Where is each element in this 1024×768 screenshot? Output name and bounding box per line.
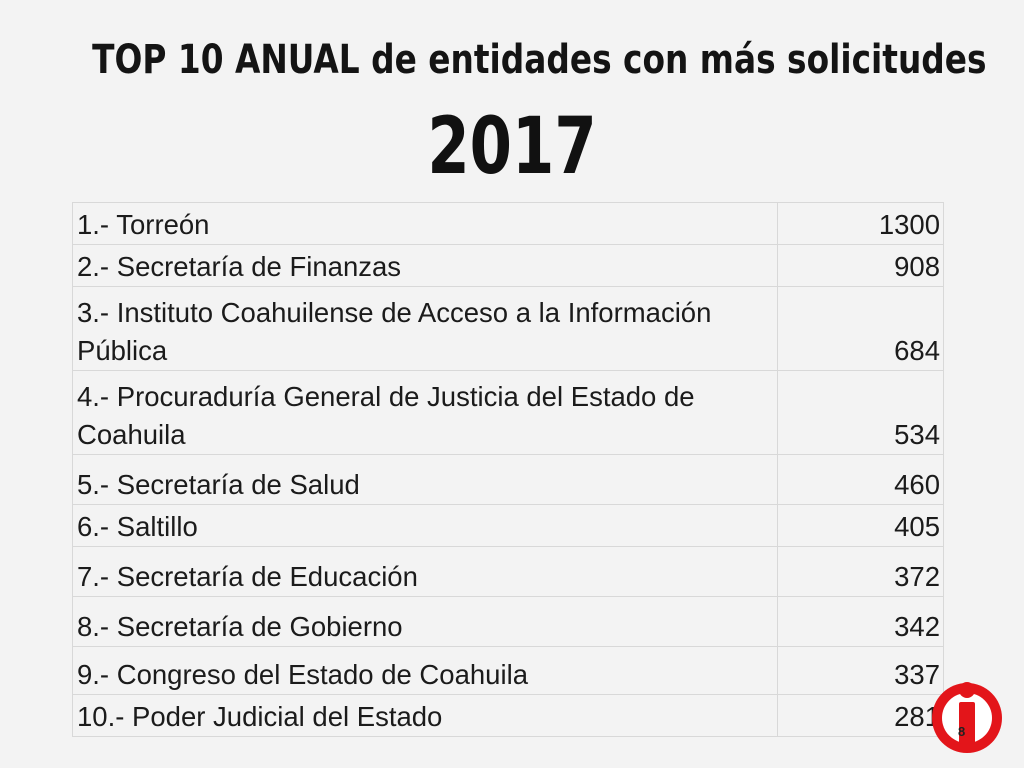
table-row: 1.- Torreón 1300 [72, 202, 944, 245]
slide-title: TOP 10 ANUAL de entidades con más solici… [92, 37, 987, 83]
table-row: 10.- Poder Judicial del Estado 281 [72, 694, 944, 737]
request-count: 534 [777, 370, 944, 455]
table-row: 9.- Congreso del Estado de Coahuila 337 [72, 646, 944, 695]
table-row: 2.- Secretaría de Finanzas 908 [72, 244, 944, 287]
info-i-logo-icon [932, 682, 1002, 753]
page-number: 8 [958, 724, 966, 739]
request-count: 460 [777, 454, 944, 505]
entity-name: 10.- Poder Judicial del Estado [72, 694, 778, 737]
request-count: 281 [777, 694, 944, 737]
entity-name: 2.- Secretaría de Finanzas [72, 244, 778, 287]
slide-year: 2017 [427, 102, 597, 192]
table-row: 7.- Secretaría de Educación 372 [72, 546, 944, 597]
entity-name: 7.- Secretaría de Educación [72, 546, 778, 597]
table-row: 3.- Instituto Coahuilense de Acceso a la… [72, 286, 944, 371]
entity-name: 1.- Torreón [72, 202, 778, 245]
request-count: 1300 [777, 202, 944, 245]
table-row: 4.- Procuraduría General de Justicia del… [72, 370, 944, 455]
entity-name: 6.- Saltillo [72, 504, 778, 547]
request-count: 372 [777, 546, 944, 597]
entity-name: 9.- Congreso del Estado de Coahuila [72, 646, 778, 695]
request-count: 405 [777, 504, 944, 547]
entity-name: 5.- Secretaría de Salud [72, 454, 778, 505]
table-row: 6.- Saltillo 405 [72, 504, 944, 547]
ranking-table: 1.- Torreón 1300 2.- Secretaría de Finan… [72, 202, 944, 737]
request-count: 337 [777, 646, 944, 695]
table-row: 8.- Secretaría de Gobierno 342 [72, 596, 944, 647]
entity-name: 3.- Instituto Coahuilense de Acceso a la… [72, 286, 778, 371]
request-count: 908 [777, 244, 944, 287]
request-count: 684 [777, 286, 944, 371]
entity-name: 4.- Procuraduría General de Justicia del… [72, 370, 778, 455]
request-count: 342 [777, 596, 944, 647]
entity-name: 8.- Secretaría de Gobierno [72, 596, 778, 647]
table-row: 5.- Secretaría de Salud 460 [72, 454, 944, 505]
